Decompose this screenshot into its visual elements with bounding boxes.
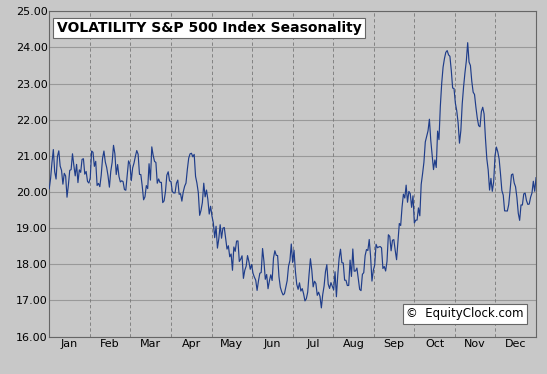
Text: VOLATILITY S&P 500 Index Seasonality: VOLATILITY S&P 500 Index Seasonality	[56, 21, 361, 35]
Text: ©  EquityClock.com: © EquityClock.com	[406, 307, 524, 320]
